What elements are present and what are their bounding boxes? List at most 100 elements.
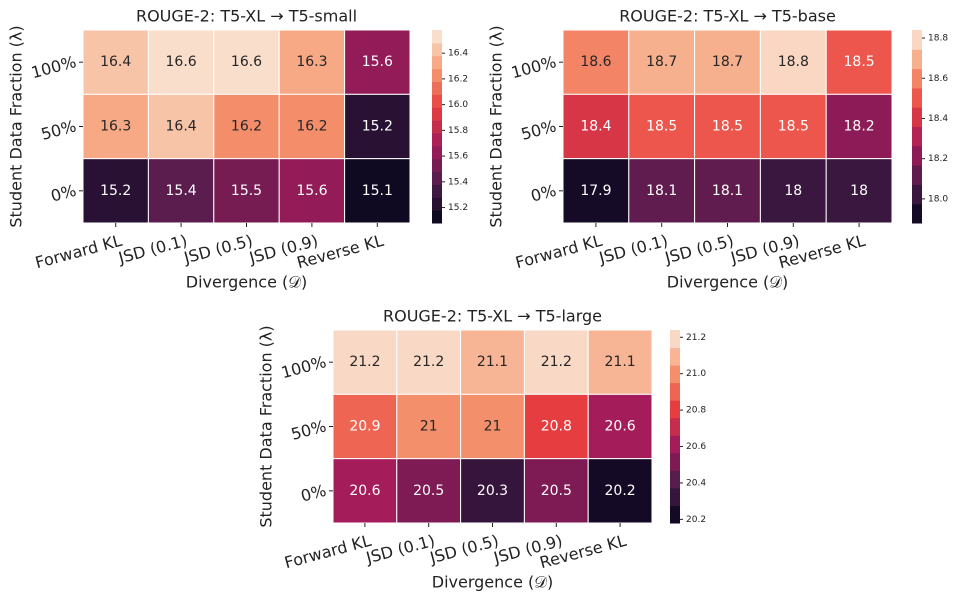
colorbar-tick-label: 18.2: [928, 154, 948, 164]
x-tick-label: JSD (0.1): [363, 531, 437, 568]
y-tick-label: 0%: [299, 481, 328, 506]
y-axis-label: Student Data Fraction (λ): [487, 25, 506, 227]
x-tick-label: Forward KL: [513, 231, 604, 272]
colorbar-band: [670, 400, 680, 419]
colorbar-band: [912, 126, 922, 147]
colorbar-tick-label: 18.0: [928, 194, 948, 204]
x-tick-label: JSD (0.1): [596, 231, 670, 268]
cell-label: 21: [420, 419, 438, 435]
cell-label: 15.1: [362, 183, 393, 199]
colorbar-band: [670, 382, 680, 401]
colorbar-band: [912, 30, 922, 50]
heatmap-cell: [213, 29, 280, 95]
colorbar-band: [912, 49, 922, 70]
colorbar-band: [670, 365, 680, 384]
cell-label: 15.5: [231, 183, 262, 199]
colorbar-band: [912, 165, 922, 185]
x-axis-label: Divergence (𝒟): [432, 573, 554, 592]
colorbar-tick-label: 15.2: [448, 203, 468, 213]
colorbar-tick-label: 18.4: [928, 114, 948, 124]
cell-label: 21.2: [541, 354, 572, 370]
heatmap-cell: [759, 93, 827, 160]
y-axis-label: Student Data Fraction (λ): [257, 325, 276, 527]
cell-label: 16.6: [166, 54, 197, 70]
heatmap-cell: [825, 158, 893, 224]
heatmap-cell: [825, 29, 893, 95]
cell-label: 16.3: [296, 54, 327, 70]
colorbar-band: [912, 184, 922, 205]
cell-label: 18: [850, 183, 868, 199]
heatmap-cell: [344, 158, 411, 224]
x-tick-label: Forward KL: [33, 231, 124, 272]
cell-label: 15.2: [100, 183, 131, 199]
x-tick-label: Forward KL: [282, 531, 373, 572]
heatmap-cell: [278, 158, 346, 224]
y-tick-label: 50%: [519, 116, 558, 144]
heatmap-cell: [628, 93, 696, 160]
colorbar-band: [432, 107, 442, 121]
colorbar-band: [670, 505, 680, 524]
colorbar-band: [432, 68, 442, 82]
colorbar-tick-label: 15.6: [448, 152, 468, 162]
colorbar-band: [912, 68, 922, 89]
colorbar-tick-label: 20.6: [686, 442, 706, 452]
y-tick-label: 0%: [529, 181, 558, 206]
y-tick-label: 50%: [289, 416, 328, 444]
colorbar-band: [432, 30, 442, 44]
cell-label: 15.2: [362, 119, 393, 135]
colorbar-band: [432, 184, 442, 198]
cell-label: 15.4: [166, 183, 197, 199]
y-axis-label: Student Data Fraction (λ): [7, 25, 26, 227]
colorbar-tick-label: 16.0: [448, 100, 468, 110]
heatmap-cell: [587, 329, 653, 395]
colorbar-tick-label: 18.6: [928, 74, 948, 84]
cell-label: 20.9: [349, 419, 380, 435]
heatmap-cell: [523, 393, 589, 460]
colorbar-band: [912, 203, 922, 224]
colorbar-band: [432, 42, 442, 57]
cell-label: 18.5: [646, 119, 677, 135]
cell-label: 15.6: [296, 183, 327, 199]
colorbar-band: [670, 470, 680, 489]
cell-label: 18.1: [712, 183, 743, 199]
cell-label: 18.5: [778, 119, 809, 135]
heatmap-cell: [213, 93, 280, 160]
colorbar-band: [670, 452, 680, 471]
colorbar-tick-label: 20.2: [686, 515, 706, 525]
cell-label: 20.6: [605, 419, 636, 435]
heatmap-cell: [278, 29, 346, 95]
cell-label: 18.1: [646, 183, 677, 199]
heatmap-cell: [694, 93, 761, 160]
cell-label: 16.4: [100, 54, 131, 70]
colorbar-tick-label: 15.8: [448, 126, 468, 136]
cell-label: 15.6: [362, 54, 393, 70]
cell-label: 18.8: [778, 54, 809, 70]
heatmap-cell: [694, 29, 761, 95]
x-tick-label: JSD (0.5): [662, 231, 736, 268]
colorbar-band: [670, 417, 680, 436]
cell-label: 18.2: [844, 119, 875, 135]
x-tick-label: JSD (0.5): [181, 231, 255, 268]
colorbar-tick-label: 21.0: [686, 369, 706, 379]
cell-label: 21.2: [349, 354, 380, 370]
colorbar-band: [912, 107, 922, 127]
y-tick-label: 0%: [49, 181, 78, 206]
cell-label: 16.6: [231, 54, 262, 70]
chart-title: ROUGE-2: T5-XL → T5-base: [619, 7, 836, 26]
heatmap-cell: [396, 458, 462, 524]
y-tick-label: 100%: [509, 52, 558, 82]
colorbar-band: [432, 120, 442, 134]
cell-label: 20.6: [349, 483, 380, 499]
chart-title: ROUGE-2: T5-XL → T5-large: [383, 307, 602, 326]
cell-label: 20.5: [413, 483, 444, 499]
cell-label: 18.5: [844, 54, 875, 70]
cell-label: 16.2: [231, 119, 262, 135]
colorbar-band: [432, 81, 442, 95]
colorbar-band: [432, 132, 442, 147]
colorbar-band: [432, 158, 442, 173]
cell-label: 16.4: [166, 119, 197, 135]
cell-label: 20.3: [477, 483, 508, 499]
colorbar-band: [670, 347, 680, 366]
colorbar-band: [432, 197, 442, 211]
x-axis-label: Divergence (𝒟): [667, 273, 789, 292]
